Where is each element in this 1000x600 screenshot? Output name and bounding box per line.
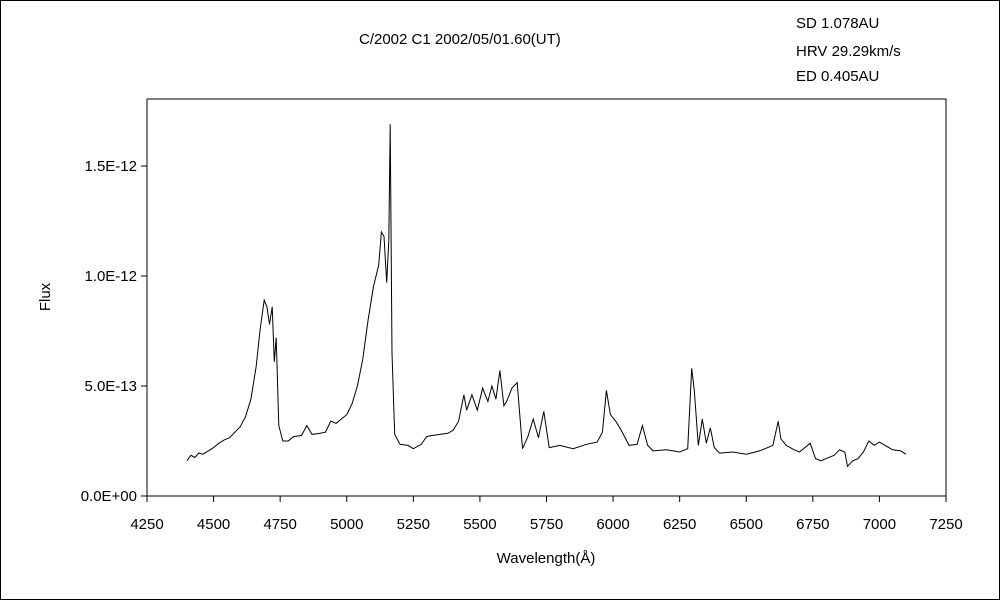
x-tick-label: 7000 bbox=[863, 516, 896, 533]
y-axis-label: Flux bbox=[37, 282, 54, 311]
x-tick-label: 6250 bbox=[663, 516, 696, 533]
x-tick-label: 4500 bbox=[197, 516, 230, 533]
x-tick-label: 5750 bbox=[530, 516, 563, 533]
chart-title: C/2002 C1 2002/05/01.60(UT) bbox=[359, 31, 561, 48]
x-tick-label: 6750 bbox=[796, 516, 829, 533]
x-tick-label: 6000 bbox=[596, 516, 629, 533]
y-tick-label: 1.5E-12 bbox=[84, 158, 137, 175]
annotation-earth-distance: ED 0.405AU bbox=[796, 68, 880, 85]
x-tick-label: 5500 bbox=[463, 516, 496, 533]
x-tick-label: 7250 bbox=[929, 516, 962, 533]
y-tick-label: 5.0E-13 bbox=[84, 378, 137, 395]
spectrum-line bbox=[186, 124, 907, 468]
x-tick-label: 5000 bbox=[330, 516, 363, 533]
x-tick-label: 4250 bbox=[130, 516, 163, 533]
x-tick-label: 6500 bbox=[730, 516, 763, 533]
x-tick-label: 4750 bbox=[263, 516, 296, 533]
annotation-sun-distance: SD 1.078AU bbox=[796, 15, 880, 32]
y-axis: 0.0E+00 5.0E-13 1.0E-12 1.5E-12 bbox=[81, 158, 147, 505]
annotation-heliocentric-radial-velocity: HRV 29.29km/s bbox=[796, 43, 901, 60]
x-axis-label: Wavelength(Å) bbox=[497, 550, 596, 567]
y-tick-label: 1.0E-12 bbox=[84, 268, 137, 285]
y-tick-label: 0.0E+00 bbox=[81, 488, 137, 505]
x-tick-label: 5250 bbox=[397, 516, 430, 533]
plot-area bbox=[146, 98, 947, 497]
x-axis: 4250 4500 4750 5000 5250 5500 5750 6000 6250 6500… bbox=[130, 496, 963, 533]
